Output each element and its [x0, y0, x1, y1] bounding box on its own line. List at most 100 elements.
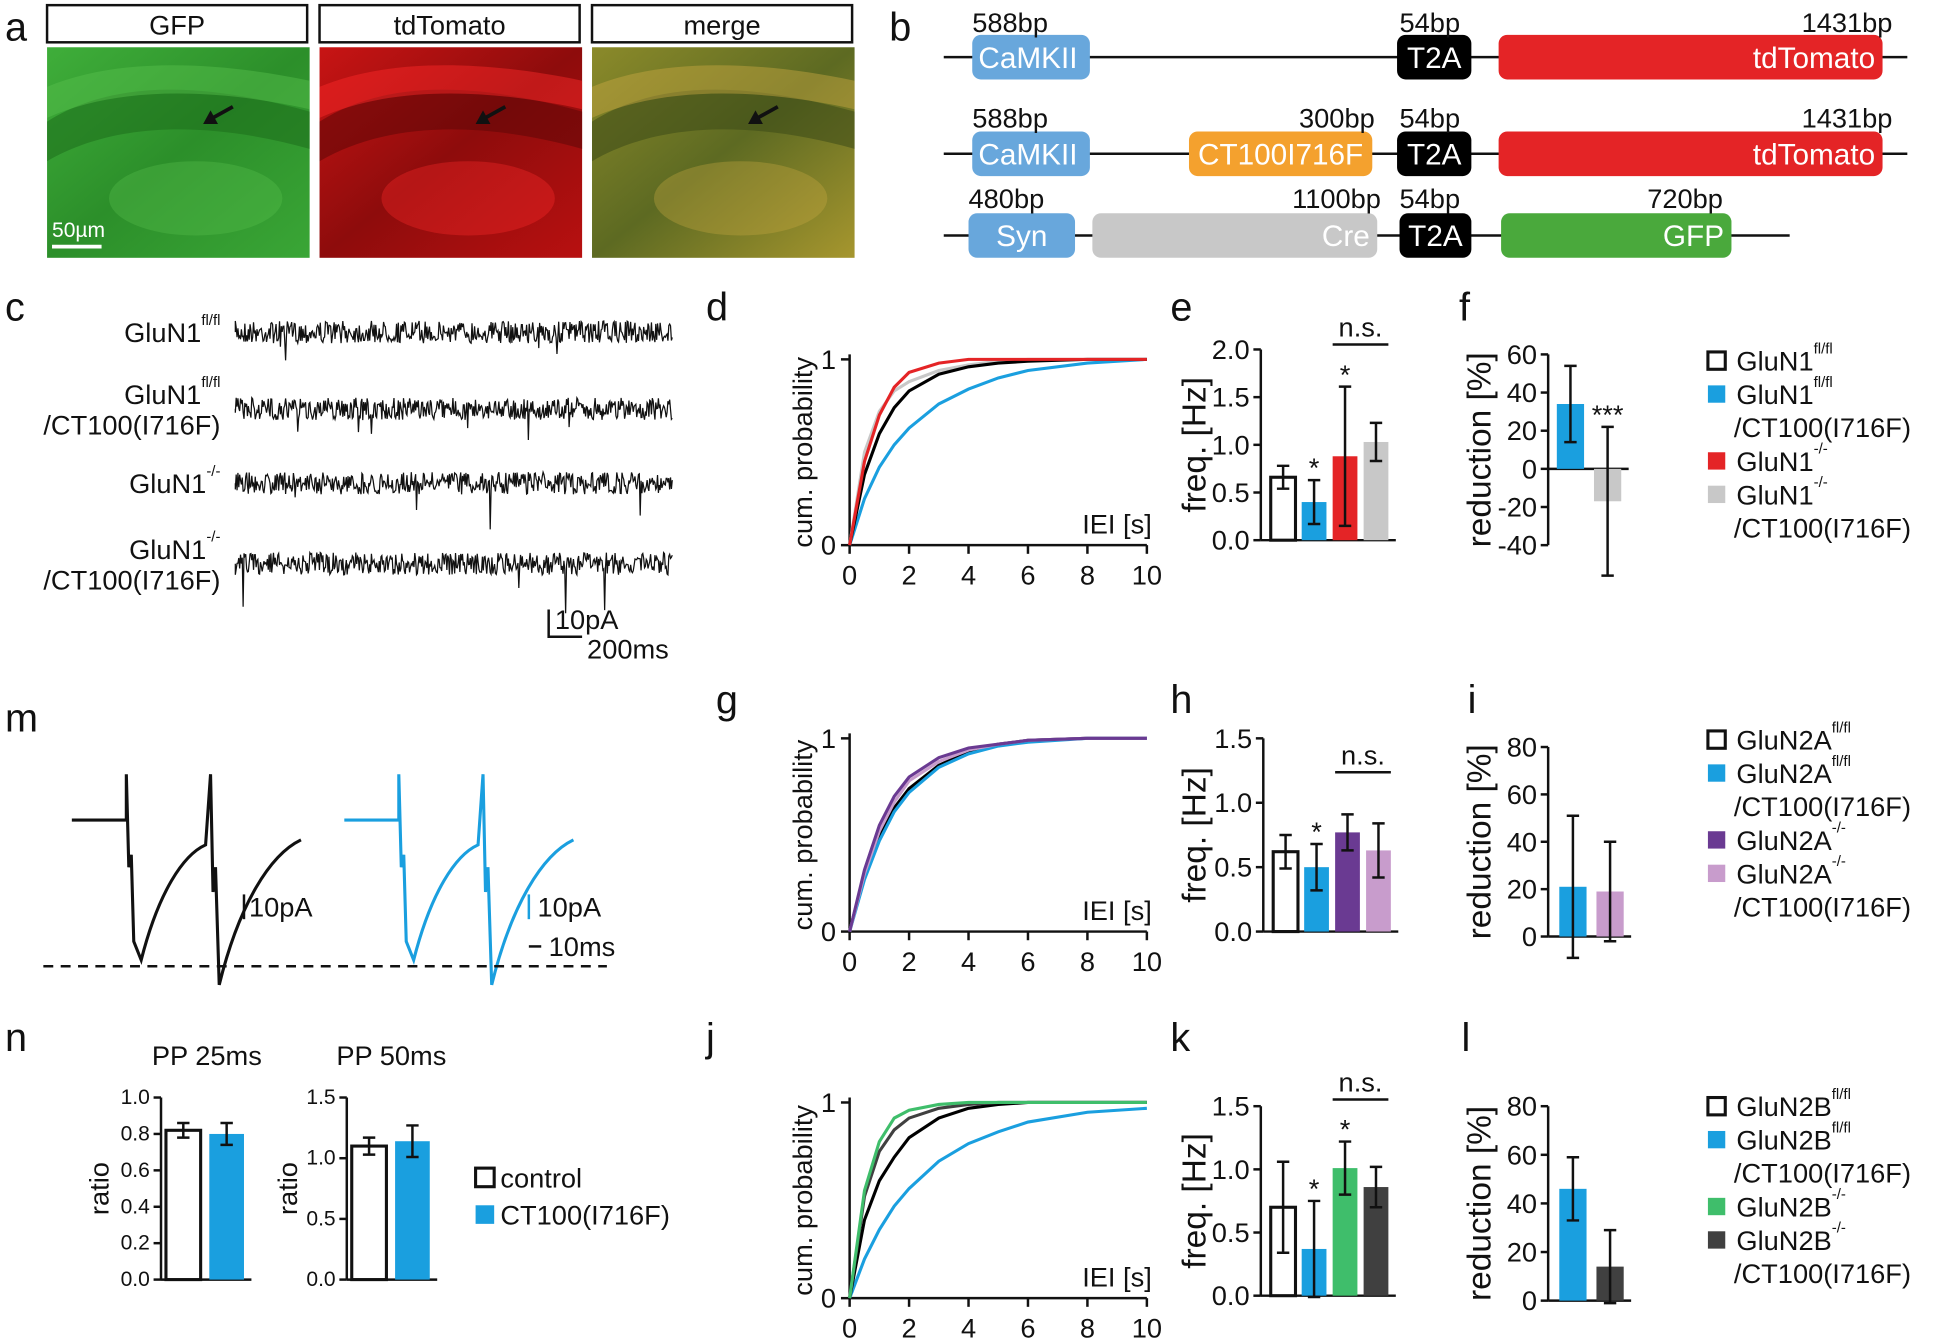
- error-bar: [362, 1136, 376, 1156]
- legend-label: GluN2B-/-: [1736, 1219, 1846, 1255]
- evoked-trace: [71, 774, 302, 986]
- trace-label: GluN1-/-: [129, 462, 220, 498]
- y-axis-title: ratio: [84, 1162, 115, 1215]
- error-bar: [1369, 421, 1383, 463]
- legend-swatch: [474, 1166, 496, 1189]
- y-tick-label: 0.5: [1214, 852, 1252, 883]
- significance: *: [1309, 1173, 1320, 1204]
- evoked-trace: [344, 774, 575, 986]
- y-tick-label: 20: [1507, 874, 1537, 905]
- label-sup: fl/fl: [201, 311, 220, 328]
- scale-bar: [547, 609, 583, 639]
- y-tick-label: 0: [1522, 453, 1537, 484]
- label-sup: fl/fl: [1814, 373, 1833, 390]
- error-bar: [1566, 814, 1580, 960]
- chart-title: PP 25ms: [152, 1040, 262, 1071]
- label-main: GluN2B: [1736, 1191, 1831, 1222]
- label-main: GluN1: [1736, 479, 1813, 510]
- construct-element: [1498, 34, 1883, 80]
- cdf-line: [848, 1100, 1147, 1299]
- label-sup: fl/fl: [201, 373, 220, 390]
- x-tick-label: 2: [901, 1312, 916, 1338]
- x-tick-label: 8: [1080, 559, 1095, 590]
- y-tick-label: 60: [1507, 339, 1537, 370]
- bright-region: [108, 161, 283, 236]
- label-sup: fl/fl: [1832, 1119, 1851, 1136]
- x-tick-label: 6: [1020, 1312, 1035, 1338]
- x-tick-label: 8: [1080, 1312, 1095, 1338]
- trace: [234, 550, 673, 614]
- image-header-box: [590, 3, 854, 44]
- legend-swatch: [1707, 764, 1726, 782]
- element-size: 54bp: [1400, 183, 1461, 214]
- error-bar: [177, 1121, 190, 1139]
- y-axis-title: freq. [Hz]: [1177, 377, 1214, 513]
- label-sup: -/-: [1832, 819, 1846, 836]
- image-header-box: [318, 3, 581, 44]
- legend-label: GluN2A-/-: [1736, 853, 1846, 889]
- x-axis-title: IEI [s]: [1082, 509, 1152, 540]
- element-label: T2A: [1407, 139, 1462, 172]
- label-sup: -/-: [1814, 440, 1828, 457]
- label-sup: fl/fl: [1832, 719, 1851, 736]
- cell-layer: [592, 89, 855, 162]
- element-label: GFP: [1663, 220, 1724, 253]
- element-label: T2A: [1408, 220, 1463, 253]
- legend-label: GluN2Afl/fl: [1736, 752, 1851, 788]
- y-tick-label: 0.0: [121, 1268, 150, 1291]
- error-bar: [1276, 1160, 1290, 1254]
- legend-swatch: [1707, 831, 1726, 849]
- y-tick-label: 0.8: [121, 1122, 150, 1145]
- bright-layer: [47, 65, 310, 118]
- panel-label: n: [5, 1016, 27, 1060]
- x-tick-label: 10: [1132, 1312, 1162, 1338]
- error-bar: [1603, 840, 1617, 943]
- label-sup: fl/fl: [1832, 1085, 1851, 1102]
- legend-label: GluN2B-/-: [1736, 1186, 1846, 1222]
- bracket-label: n.s.: [1339, 312, 1383, 343]
- bright-layer: [319, 65, 583, 118]
- element-size: 1431bp: [1802, 102, 1893, 133]
- y-tick-label: 80: [1507, 1091, 1537, 1122]
- label-sup: fl/fl: [1814, 340, 1833, 357]
- bright-region: [381, 161, 555, 236]
- x-tick-label: 0: [842, 1312, 857, 1338]
- bar: [350, 1144, 388, 1282]
- legend-swatch: [1707, 1197, 1726, 1216]
- element-label: tdTomato: [1753, 139, 1875, 172]
- panel-label: m: [5, 697, 38, 741]
- construct-element: [1498, 131, 1883, 177]
- panel-label: f: [1459, 285, 1471, 329]
- x-tick-label: 10: [1132, 946, 1162, 977]
- error-bar: [1310, 842, 1323, 892]
- trace-label: GluN1fl/fl: [124, 373, 220, 409]
- y-tick-label: 40: [1507, 826, 1537, 857]
- label-main: GluN1: [129, 533, 206, 564]
- image-header-box: [45, 3, 309, 44]
- panel-label: k: [1170, 1016, 1190, 1060]
- panel-label: j: [705, 1016, 715, 1060]
- trace: [234, 469, 673, 530]
- error-bar: [1307, 478, 1321, 526]
- scale-bar-label: 200ms: [587, 634, 669, 665]
- x-tick-label: 4: [961, 1312, 976, 1338]
- bar: [395, 1141, 430, 1280]
- x-axis-title: IEI [s]: [1082, 1262, 1152, 1293]
- y-tick-label: 40: [1507, 1188, 1537, 1219]
- legend-label: GluN1-/-: [1736, 474, 1827, 510]
- y-tick-label: 1.0: [121, 1086, 150, 1109]
- x-tick-label: 4: [961, 946, 976, 977]
- y-axis-title: cum. probability: [787, 1105, 818, 1296]
- legend-label-line2: /CT100(I716F): [1734, 1258, 1911, 1289]
- element-size: 300bp: [1299, 102, 1375, 133]
- label-main: GluN2A: [1736, 858, 1832, 889]
- label-main: GluN2B: [1736, 1091, 1831, 1122]
- y-axis-title: cum. probability: [787, 357, 818, 548]
- y-tick-label: 1.5: [306, 1086, 335, 1109]
- arrow: [482, 105, 507, 121]
- label-main: GluN1: [129, 468, 206, 499]
- element-size: 54bp: [1400, 102, 1461, 133]
- y-tick-label: 1.0: [306, 1147, 335, 1170]
- image-header: merge: [683, 9, 760, 40]
- legend-swatch: [1707, 485, 1726, 504]
